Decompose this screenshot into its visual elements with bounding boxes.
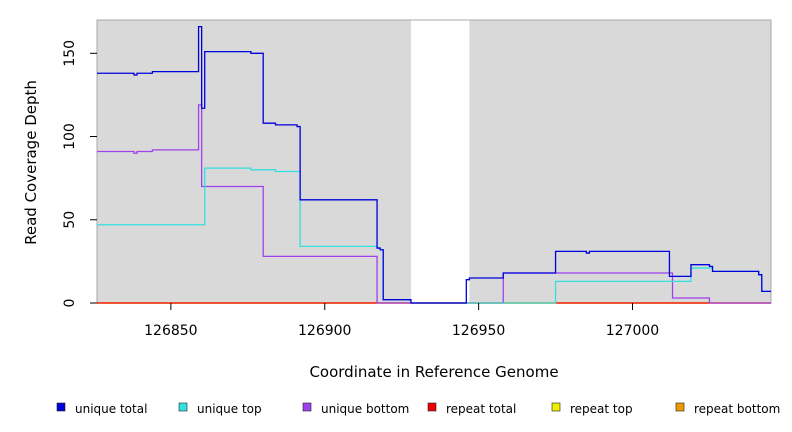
legend-label: unique total (75, 402, 147, 416)
y-axis-title: Read Coverage Depth (22, 80, 40, 245)
shaded-region-1 (97, 20, 411, 303)
shaded-region-2 (469, 20, 771, 303)
y-axis: 0 50 100 150 (62, 40, 97, 308)
x-tick-label: 127000 (606, 323, 659, 339)
legend: unique total unique top unique bottom repea… (56, 402, 780, 416)
x-axis-title: Coordinate in Reference Genome (309, 363, 558, 381)
legend-swatch (675, 402, 685, 412)
y-tick-label: 0 (62, 299, 78, 308)
plot-background (96, 19, 772, 304)
legend-label: repeat bottom (694, 402, 780, 416)
x-axis: 126850 126900 126950 127000 (144, 303, 659, 339)
x-tick-label: 126900 (298, 323, 351, 339)
legend-label: repeat top (570, 402, 633, 416)
y-tick-label: 100 (62, 123, 78, 150)
legend-label: unique bottom (321, 402, 409, 416)
x-tick-label: 126850 (144, 323, 197, 339)
legend-swatch (551, 402, 561, 412)
series-lines (97, 26, 771, 304)
series-line-unique-bottom (97, 104, 771, 304)
legend-swatch (178, 402, 188, 412)
series-line-unique-total (97, 26, 771, 304)
legend-swatch (56, 402, 66, 412)
legend-label: unique top (197, 402, 262, 416)
legend-label: repeat total (446, 402, 516, 416)
y-tick-label: 50 (62, 211, 78, 229)
x-tick-label: 126950 (452, 323, 505, 339)
legend-swatch (427, 402, 437, 412)
legend-swatch (302, 402, 312, 412)
y-tick-label: 150 (62, 40, 78, 67)
